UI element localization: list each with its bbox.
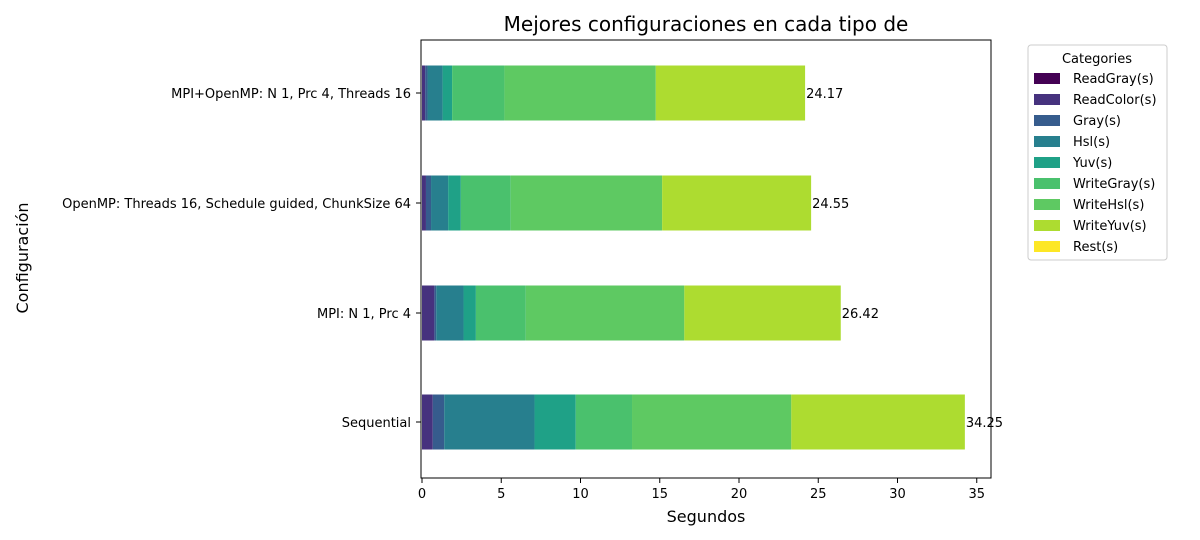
legend-swatch	[1034, 178, 1060, 189]
x-tick-label: 35	[968, 487, 985, 502]
legend-swatch	[1034, 199, 1060, 210]
bar-segment	[444, 394, 535, 450]
legend-label: Gray(s)	[1073, 114, 1121, 129]
bar-segment	[422, 285, 435, 341]
bar-segment	[422, 65, 426, 121]
plot-frame	[420, 39, 992, 479]
total-labels-group: 34.25 26.42 24.55 24.17	[806, 87, 1003, 431]
total-label: 24.55	[812, 197, 849, 212]
total-label: 26.42	[842, 307, 879, 322]
bar-segment	[427, 65, 443, 121]
legend-label: WriteGray(s)	[1073, 177, 1155, 192]
bar-segment	[662, 175, 812, 231]
bar-segment	[434, 285, 437, 341]
y-ticks-group: Sequential MPI: N 1, Prc 4 OpenMP: Threads…	[62, 87, 421, 431]
x-tick-label: 5	[497, 487, 505, 502]
bars-group	[422, 65, 965, 450]
bar-segment	[436, 285, 464, 341]
bar-segment	[655, 65, 806, 121]
bar-segment	[422, 175, 426, 231]
bar-segment	[510, 175, 663, 231]
x-tick-label: 30	[889, 487, 906, 502]
y-tick-label: MPI: N 1, Prc 4	[317, 307, 411, 322]
legend: Categories ReadGray(s) ReadColor(s) Gray(s…	[1027, 44, 1168, 261]
legend-label: ReadGray(s)	[1073, 72, 1154, 87]
x-axis-label: Segundos	[667, 507, 746, 526]
bar-segment	[525, 285, 685, 341]
x-tick-label: 25	[810, 487, 827, 502]
legend-label: Yuv(s)	[1072, 156, 1112, 171]
bar-segment	[791, 394, 965, 450]
bar-segment	[425, 65, 428, 121]
bar-segment	[425, 175, 432, 231]
legend-swatch	[1034, 94, 1060, 105]
bar-segment	[460, 175, 511, 231]
x-tick-label: 20	[731, 487, 748, 502]
bar-segment	[448, 175, 461, 231]
legend-label: Hsl(s)	[1073, 135, 1110, 150]
bar-segment	[504, 65, 656, 121]
bar-segment	[432, 394, 445, 450]
x-tick-label: 15	[651, 487, 668, 502]
chart-title: Mejores configuraciones en cada tipo de	[504, 12, 909, 36]
legend-swatch	[1034, 220, 1060, 231]
legend-swatch	[1034, 115, 1060, 126]
total-label: 24.17	[806, 87, 843, 102]
bar-segment	[452, 65, 505, 121]
legend-box	[1027, 44, 1168, 261]
x-ticks-group: 0 5 10 15 20 25 30 35	[418, 478, 985, 502]
bar-segment	[431, 175, 449, 231]
y-axis-label: Configuración	[13, 202, 32, 313]
legend-label: WriteHsl(s)	[1073, 198, 1144, 213]
bar-segment	[575, 394, 633, 450]
legend-label: WriteYuv(s)	[1073, 219, 1147, 234]
bar-segment	[632, 394, 792, 450]
bar-segment	[463, 285, 476, 341]
bar-segment	[534, 394, 576, 450]
y-tick-label: MPI+OpenMP: N 1, Prc 4, Threads 16	[171, 87, 411, 102]
legend-swatch	[1034, 73, 1060, 84]
bar-segment	[442, 65, 453, 121]
legend-title: Categories	[1062, 52, 1132, 67]
y-tick-label: Sequential	[342, 416, 411, 431]
legend-swatch	[1034, 136, 1060, 147]
legend-entries: ReadGray(s) ReadColor(s) Gray(s) Hsl(s) Yuv(…	[1034, 72, 1157, 255]
y-tick-label: OpenMP: Threads 16, Schedule guided, Chu…	[62, 197, 411, 212]
bar-segment	[475, 285, 526, 341]
legend-swatch	[1034, 157, 1060, 168]
total-label: 34.25	[966, 416, 1003, 431]
legend-swatch	[1034, 241, 1060, 252]
x-tick-label: 10	[572, 487, 589, 502]
legend-label: ReadColor(s)	[1073, 93, 1157, 108]
bar-segment	[422, 394, 433, 450]
bar-segment	[684, 285, 841, 341]
legend-label: Rest(s)	[1073, 240, 1118, 255]
x-tick-label: 0	[418, 487, 426, 502]
